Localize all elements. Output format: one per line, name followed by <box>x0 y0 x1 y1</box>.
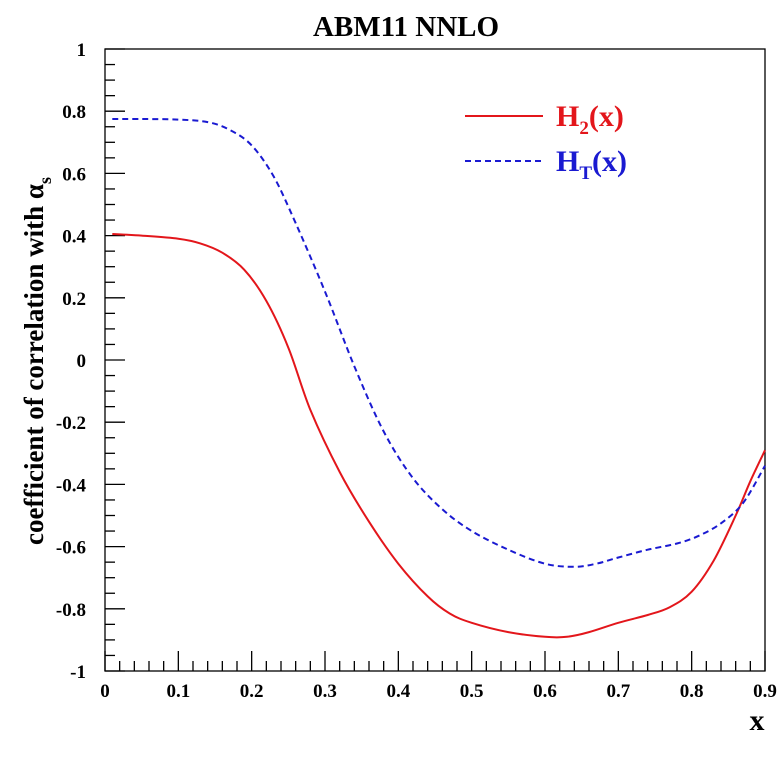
y-tick-label: -0.4 <box>56 475 87 496</box>
y-tick-label: -0.6 <box>56 538 86 559</box>
y-tick-label: 1 <box>77 40 87 61</box>
axes: 0 0.1 0.2 0.3 0.4 0.5 0.6 0.7 0.8 0.9 1 0.8 0.6 0.4 0.… <box>56 40 777 702</box>
x-tick-label: 0.7 <box>606 681 630 702</box>
x-tick-label: 0.2 <box>240 681 264 702</box>
y-tick-label: 0.6 <box>62 164 86 185</box>
x-tick-label: 0.1 <box>166 681 190 702</box>
y-axis-label: coefficient of correlation with αs <box>19 177 55 545</box>
x-axis-label: x <box>750 704 765 737</box>
series-line-t <box>112 117 766 568</box>
y-axis-label-subscript: s <box>35 177 55 184</box>
series-line-2 <box>112 233 766 639</box>
chart-title: ABM11 NNLO <box>313 11 499 43</box>
y-tick-label: 0 <box>77 351 87 372</box>
x-tick-label: 0 <box>100 681 110 702</box>
y-tick-label: 0.8 <box>62 102 86 123</box>
legend-label: H2(x) <box>556 100 624 139</box>
y-axis-label-text: coefficient of correlation with α <box>19 184 49 545</box>
svg-text:coefficient of correlation wit: coefficient of correlation with αs <box>19 177 55 545</box>
series-layer <box>112 117 766 639</box>
legend: H2(x) HT(x) <box>465 100 627 184</box>
x-tick-label: 0.4 <box>386 681 410 702</box>
x-tick-label: 0.9 <box>753 681 777 702</box>
y-tick-label: -0.8 <box>56 600 86 621</box>
y-tick-label: 0.2 <box>62 289 86 310</box>
x-tick-label: 0.3 <box>313 681 337 702</box>
y-tick-label: -0.2 <box>56 413 86 434</box>
y-tick-label: -1 <box>70 662 86 683</box>
y-tick-label: 0.4 <box>62 227 86 248</box>
x-tick-label: 0.8 <box>680 681 704 702</box>
x-tick-label: 0.5 <box>460 681 484 702</box>
plot-frame <box>104 48 766 672</box>
x-tick-label: 0.6 <box>533 681 557 702</box>
legend-label: HT(x) <box>556 145 627 184</box>
